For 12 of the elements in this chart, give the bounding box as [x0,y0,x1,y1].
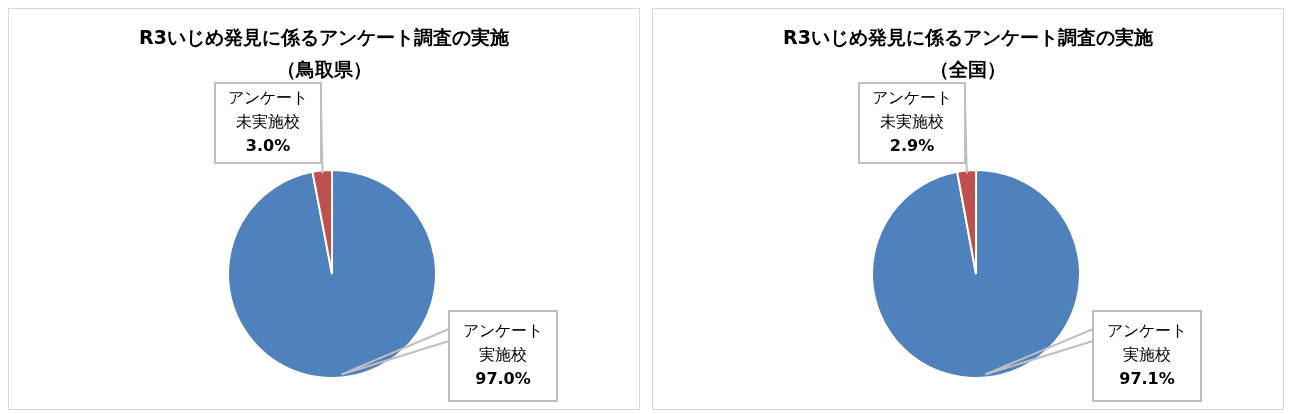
slice-label: アンケート実施校 [463,321,543,365]
slice-label: アンケート未実施校 [872,88,952,132]
chart-subtitle: （鳥取県） [276,57,372,80]
slice-label: アンケート実施校 [1107,321,1187,365]
data-label: 2.9% [889,136,935,156]
data-label: 3.0% [245,136,291,156]
chart-title: R3いじめ発見に係るアンケート調査の実施 [139,25,510,48]
chart-subtitle: （全国） [930,57,1006,80]
slice-label: アンケート未実施校 [228,88,308,132]
data-label: 97.1% [1119,369,1175,389]
data-label: 97.0% [475,369,531,389]
chart-title: R3いじめ発見に係るアンケート調査の実施 [783,25,1154,48]
